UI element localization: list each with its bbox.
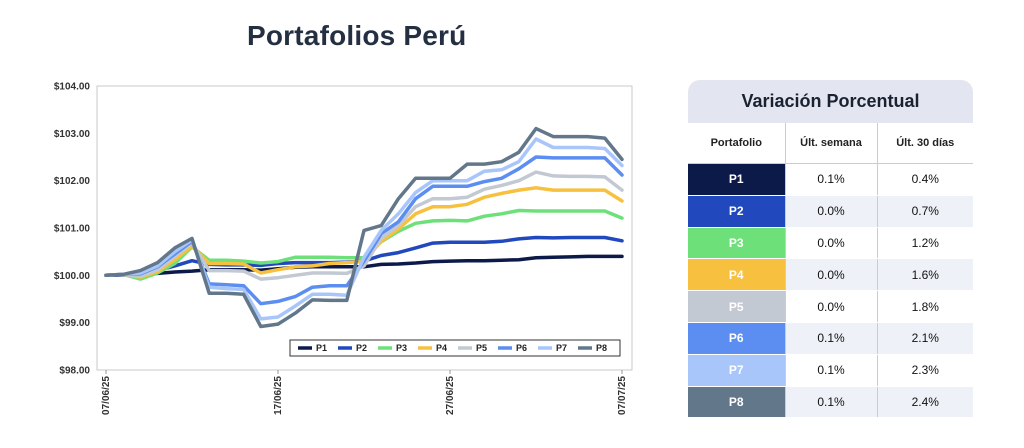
y-tick-label: $98.00 [59, 366, 90, 377]
legend-label: P2 [356, 343, 367, 353]
month-change-cell: 0.4% [877, 163, 973, 196]
x-tick-label: 17/06/25 [273, 376, 284, 415]
table-header-row: Portafolio Últ. semana Últ. 30 días [688, 123, 973, 164]
y-tick-label: $101.00 [54, 224, 91, 235]
legend-label: P8 [596, 343, 607, 353]
legend-label: P7 [556, 343, 567, 353]
y-axis: $98.00 $99.00 $100.00 $101.00 $102.00 $103.00… [54, 82, 91, 377]
x-tick-label: 07/07/25 [617, 376, 628, 415]
week-change-cell: 0.1% [785, 163, 878, 196]
x-axis: 07/06/25 17/06/25 27/06/25 07/07/25 [101, 370, 628, 415]
week-change-cell: 0.0% [785, 227, 878, 260]
table-row: P3 0.0% 1.2% [688, 227, 973, 260]
line-chart: $98.00 $99.00 $100.00 $101.00 $102.00 $103.00… [54, 82, 633, 415]
table-row: P8 0.1% 2.4% [688, 386, 973, 419]
table-row: P7 0.1% 2.3% [688, 354, 973, 387]
header-portafolio: Portafolio [688, 123, 786, 164]
portfolio-cell: P4 [688, 258, 786, 292]
y-tick-label: $103.00 [54, 129, 91, 140]
legend-label: P1 [316, 343, 327, 353]
portfolio-cell: P1 [688, 163, 786, 196]
portfolio-cell: P5 [688, 290, 786, 323]
x-tick-label: 27/06/25 [445, 376, 456, 415]
week-change-cell: 0.1% [785, 386, 878, 419]
month-change-cell: 2.3% [877, 354, 973, 387]
legend: P1 P2 P3 P4 P5 P6 P7 P8 [289, 339, 621, 357]
variation-grid: Portafolio Últ. semana Últ. 30 días P1 0.… [688, 123, 973, 419]
month-change-cell: 1.8% [877, 290, 973, 323]
variation-table: Variación Porcentual Portafolio Últ. sem… [688, 80, 973, 419]
table-row: P6 0.1% 2.1% [688, 322, 973, 355]
plot-area [96, 85, 633, 371]
month-change-cell: 2.4% [877, 386, 973, 419]
legend-label: P6 [516, 343, 527, 353]
portfolio-cell: P8 [688, 386, 786, 419]
month-change-cell: 1.2% [877, 227, 973, 260]
month-change-cell: 0.7% [877, 195, 973, 228]
portfolio-cell: P7 [688, 354, 786, 387]
portfolio-cell: P3 [688, 227, 786, 260]
table-row: P4 0.0% 1.6% [688, 258, 973, 292]
portfolio-cell: P2 [688, 195, 786, 228]
header-month: Últ. 30 días [877, 123, 973, 164]
legend-box [289, 339, 621, 357]
header-week: Últ. semana [785, 123, 878, 164]
week-change-cell: 0.1% [785, 354, 878, 387]
y-tick-label: $104.00 [54, 82, 91, 93]
y-tick-label: $100.00 [54, 271, 91, 282]
table-row: P2 0.0% 0.7% [688, 195, 973, 228]
week-change-cell: 0.0% [785, 195, 878, 228]
y-tick-label: $99.00 [59, 318, 90, 329]
week-change-cell: 0.0% [785, 290, 878, 323]
legend-label: P5 [476, 343, 487, 353]
series-line-p8 [104, 126, 624, 329]
table-row: P1 0.1% 0.4% [688, 163, 973, 196]
x-tick-label: 07/06/25 [101, 376, 112, 415]
legend-label: P4 [436, 343, 447, 353]
series-lines [104, 126, 624, 329]
page-title: Portafolios Perú [247, 20, 467, 51]
week-change-cell: 0.0% [785, 258, 878, 292]
y-tick-label: $102.00 [54, 176, 91, 187]
table-row: P5 0.0% 1.8% [688, 290, 973, 323]
week-change-cell: 0.1% [785, 322, 878, 355]
portfolio-cell: P6 [688, 322, 786, 355]
table-title: Variación Porcentual [688, 80, 973, 123]
legend-label: P3 [396, 343, 407, 353]
month-change-cell: 2.1% [877, 322, 973, 355]
month-change-cell: 1.6% [877, 258, 973, 292]
